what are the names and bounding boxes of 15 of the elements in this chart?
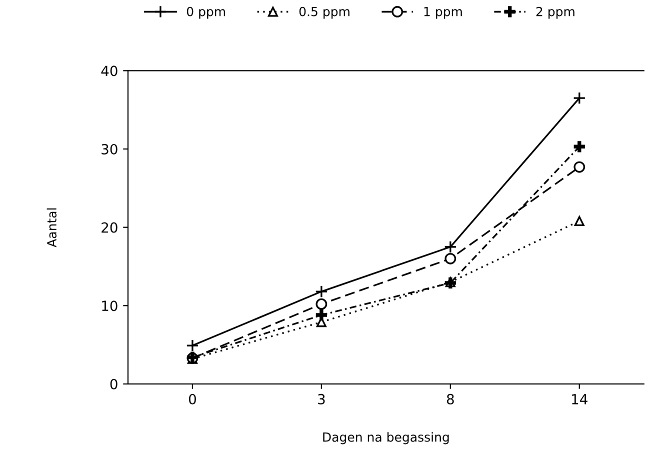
legend-label: 0 ppm <box>186 6 226 19</box>
x-tick-label: 14 <box>572 394 588 404</box>
x-axis-title: Dagen na begassing <box>323 432 449 444</box>
y-tick-label: 20 <box>102 222 118 233</box>
y-tick-label: 0 <box>110 378 118 390</box>
legend-label: 0.5 ppm <box>299 6 350 19</box>
y-axis-title: Aantal <box>46 208 57 248</box>
x-tick-label: 0 <box>188 394 196 404</box>
y-tick-label: 10 <box>102 300 118 312</box>
x-tick-label: 8 <box>446 394 454 404</box>
y-tick-label: 30 <box>102 144 118 154</box>
x-tick-label: 3 <box>318 394 325 404</box>
legend-label: 1 ppm <box>424 6 462 19</box>
legend-label: 2 ppm <box>536 6 574 19</box>
y-tick-label: 40 <box>101 66 118 76</box>
